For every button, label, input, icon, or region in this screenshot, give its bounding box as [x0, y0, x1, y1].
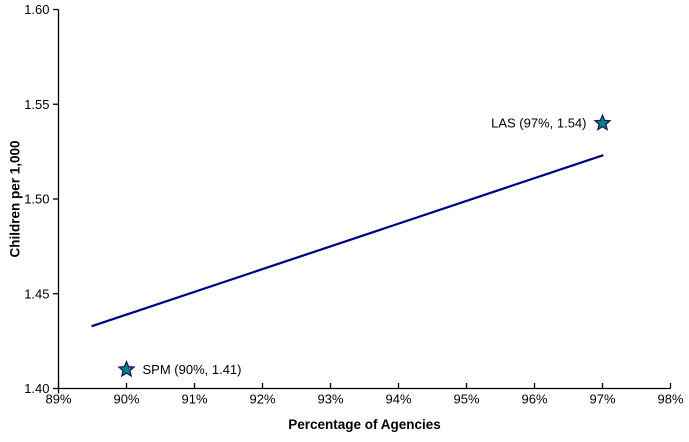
- point-label: LAS (97%, 1.54): [491, 116, 586, 131]
- y-tick-label: 1.55: [24, 97, 49, 112]
- data-point-spm: SPM (90%, 1.41): [117, 359, 242, 378]
- x-tick-label: 90%: [113, 392, 139, 407]
- y-axis-title: Children per 1,000: [7, 140, 23, 258]
- star-marker: [117, 359, 136, 378]
- x-tick-label: 96%: [521, 392, 547, 407]
- x-tick-label: 94%: [385, 392, 411, 407]
- x-tick-label: 93%: [317, 392, 343, 407]
- trend-line: [91, 154, 604, 328]
- point-label: SPM (90%, 1.41): [143, 362, 242, 377]
- y-tick-label: 1.40: [24, 381, 49, 396]
- x-tick-label: 97%: [589, 392, 615, 407]
- x-tick-label: 89%: [45, 392, 71, 407]
- x-axis-title: Percentage of Agencies: [288, 417, 441, 432]
- y-tick-label: 1.60: [24, 2, 49, 17]
- y-tick-label: 1.50: [24, 192, 49, 207]
- y-tick-label: 1.45: [24, 286, 49, 301]
- y-axis-ticks: 1.40 1.45 1.50 1.55 1.60: [24, 2, 59, 396]
- star-marker: [593, 113, 612, 131]
- x-tick-label: 92%: [249, 392, 275, 407]
- x-tick-label: 91%: [181, 392, 207, 407]
- x-tick-label: 95%: [453, 392, 479, 407]
- x-axis-ticks: 89% 90% 91% 92% 93% 94% 95% 96% 97% 98%: [45, 383, 684, 407]
- x-tick-label: 98%: [657, 392, 683, 407]
- data-point-las: LAS (97%, 1.54): [491, 113, 612, 131]
